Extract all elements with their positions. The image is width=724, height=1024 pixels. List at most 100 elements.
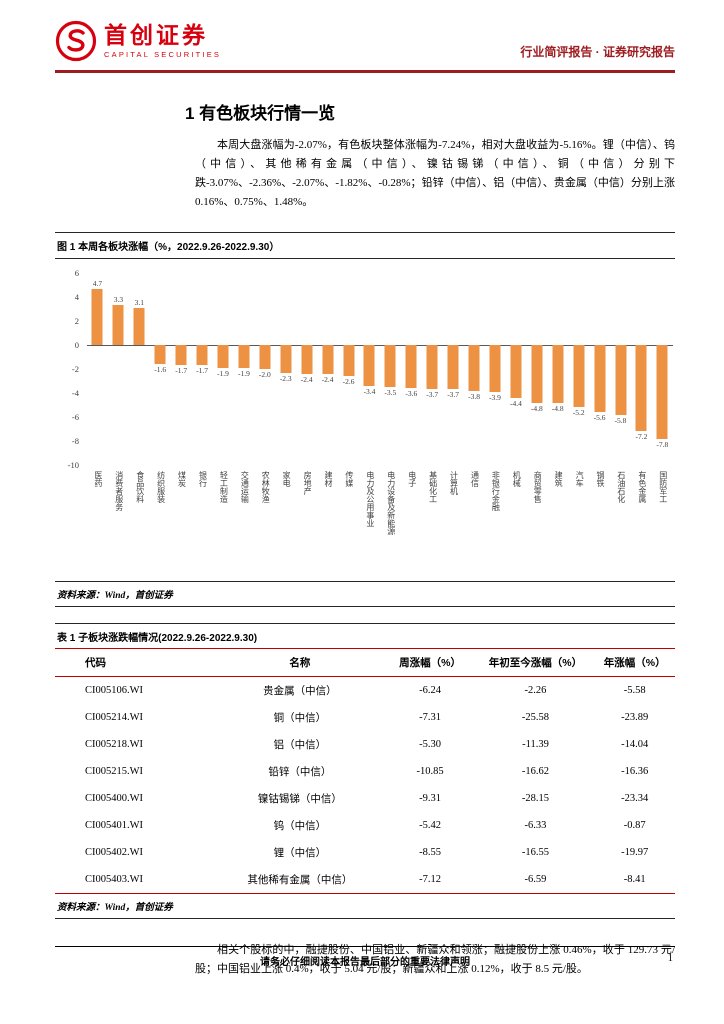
bar-value-label: -7.2: [635, 432, 648, 442]
bar-slot: -4.8: [526, 273, 547, 465]
bar: [635, 345, 647, 432]
table-cell: CI005401.WI: [85, 820, 144, 831]
table-header: 代码 名称 周涨幅（%） 年初至今涨幅（%） 年涨幅（%）: [55, 648, 675, 677]
bar-slot: -4.8: [547, 273, 568, 465]
bar: [468, 345, 480, 391]
bar-slot: -2.4: [296, 273, 317, 465]
bar-value-label: -7.8: [656, 439, 669, 449]
x-axis-label: 轻工制造: [219, 471, 229, 503]
bar: [573, 345, 585, 408]
brand-name-en: CAPITAL SECURITIES: [104, 49, 222, 59]
bar-value-label: -1.7: [175, 366, 188, 376]
x-axis-label: 食品饮料: [135, 471, 145, 503]
page-footer: 请务必仔细阅读本报告最后部分的重要法律声明 1: [55, 946, 675, 968]
table-row: CI005214.WI 铜（中信） -7.31 -25.58 -23.89: [55, 704, 675, 731]
brand-logo-icon: [55, 20, 97, 62]
bar: [322, 345, 334, 374]
table-cell: -5.58: [623, 685, 646, 696]
bar: [343, 345, 355, 377]
x-axis-label: 电力设备及新能源: [386, 471, 396, 535]
y-tick-label: 2: [74, 315, 79, 326]
bar-value-label: -3.6: [405, 389, 418, 399]
x-axis-label: 传媒: [344, 471, 354, 487]
table-cell: -11.39: [522, 739, 549, 750]
table-cell: -6.33: [524, 820, 547, 831]
table-cell: 铜（中信）: [273, 713, 327, 724]
x-axis-label: 建材: [324, 471, 333, 487]
table-cell: -19.97: [621, 847, 649, 858]
table-cell: -6.59: [524, 874, 547, 885]
section-title: 1 有色板块行情一览: [185, 104, 336, 123]
bar: [301, 345, 313, 374]
bar-slot: -3.6: [401, 273, 422, 465]
x-axis-label: 交通运输: [240, 471, 250, 503]
x-axis-label: 汽车: [575, 471, 585, 487]
bar-slot: -2.3: [275, 273, 296, 465]
bar-slot: -1.7: [171, 273, 192, 465]
table-block: 表 1 子板块涨跌幅情况(2022.9.26-2022.9.30) 代码 名称 周涨…: [55, 623, 675, 919]
bar-value-label: -4.4: [509, 398, 522, 408]
x-axis-label: 电子: [407, 471, 417, 487]
table-source: 资料来源：Wind，首创证券: [55, 894, 675, 919]
bar: [656, 345, 668, 439]
y-tick-label: -6: [71, 411, 79, 422]
x-axis-label: 有色金属: [637, 471, 647, 503]
x-axis-label: 机械: [512, 471, 522, 487]
table-row: CI005215.WI 铅锌（中信） -10.85 -16.62 -16.36: [55, 758, 675, 785]
bar: [594, 345, 606, 413]
bar-slot: -2.4: [317, 273, 338, 465]
footer-disclaimer: 请务必仔细阅读本报告最后部分的重要法律声明: [260, 957, 470, 968]
y-tick-label: -2: [71, 363, 79, 374]
bar-slot: -5.8: [610, 273, 631, 465]
intro-paragraph: 本周大盘涨幅为-2.07%，有色板块整体涨幅为-7.24%，相对大盘收益为-5.…: [195, 139, 675, 208]
chart-wrap: 6 4 2 0 -2 -4 -6 -8 -10 4.7 3.3 3.1 -1.6 -1.7 -1.7 -1.…: [57, 268, 673, 573]
column-header: 名称: [216, 648, 384, 677]
figure-block: 图 1 本周各板块涨幅（%，2022.9.26-2022.9.30） 6 4 2 0 -…: [55, 232, 675, 607]
table-cell: -6.24: [419, 685, 442, 696]
bar-slot: -3.8: [464, 273, 485, 465]
bar-value-label: -2.6: [342, 377, 355, 387]
x-axis-label: 钢铁: [595, 471, 605, 487]
bar: [154, 345, 166, 365]
table-cell: CI005215.WI: [85, 766, 144, 777]
bar-value-label: -1.9: [217, 368, 229, 378]
bar: [196, 345, 208, 366]
bar-slot: -1.9: [233, 273, 254, 465]
table-cell: -5.30: [419, 739, 442, 750]
bar-value-label: 4.7: [92, 278, 103, 288]
table-cell: 钨（中信）: [273, 821, 327, 832]
report-type-label: 行业简评报告 · 证券研究报告: [520, 45, 675, 59]
bar-slot: -4.4: [505, 273, 526, 465]
bar: [112, 305, 124, 345]
column-header: 周涨幅（%）: [383, 648, 477, 677]
table-cell: -16.62: [521, 766, 550, 777]
bar-value-label: -2.4: [300, 374, 313, 384]
table-cell: -14.04: [621, 739, 649, 750]
bar-slot: -3.5: [380, 273, 401, 465]
brand-name-cn: 首创证券: [104, 21, 208, 48]
bar-value-label: -3.5: [384, 388, 397, 397]
bar-slot: -5.6: [589, 273, 610, 465]
bar-slot: -1.7: [192, 273, 213, 465]
report-header: 首创证券 CAPITAL SECURITIES 行业简评报告 · 证券研究报告: [55, 0, 675, 70]
bar-value-label: 3.1: [134, 297, 144, 307]
x-axis-line: [87, 344, 673, 346]
bar-slot: -7.8: [652, 273, 673, 465]
table-row: CI005218.WI 铝（中信） -5.30 -11.39 -14.04: [55, 731, 675, 758]
table-cell: -2.26: [524, 685, 547, 696]
bar-slot: -1.9: [213, 273, 234, 465]
brand-logo: 首创证券 CAPITAL SECURITIES: [55, 20, 221, 62]
table-cell: CI005402.WI: [85, 847, 144, 858]
bar-chart: 6 4 2 0 -2 -4 -6 -8 -10 4.7 3.3 3.1 -1.6 -1.7 -1.7 -1.…: [55, 259, 675, 581]
table-caption: 表 1 子板块涨跌幅情况(2022.9.26-2022.9.30): [55, 623, 675, 648]
table-cell: 其他稀有金属（中信）: [247, 875, 353, 886]
x-axis-label: 煤炭: [177, 471, 187, 487]
table-cell: -23.34: [621, 793, 649, 804]
table-cell: CI005214.WI: [85, 712, 144, 723]
x-axis-label: 基础化工: [428, 471, 438, 503]
table-row: CI005402.WI 锂（中信） -8.55 -16.55 -19.97: [55, 839, 675, 866]
chart-plot: 4.7 3.3 3.1 -1.6 -1.7 -1.7 -1.9 -1.9 -2.0 -2.3 -2.…: [87, 273, 673, 465]
x-axis-label: 纺织服装: [156, 471, 166, 503]
column-header: 年初至今涨幅（%）: [476, 648, 595, 677]
bar-slot: -3.7: [443, 273, 464, 465]
